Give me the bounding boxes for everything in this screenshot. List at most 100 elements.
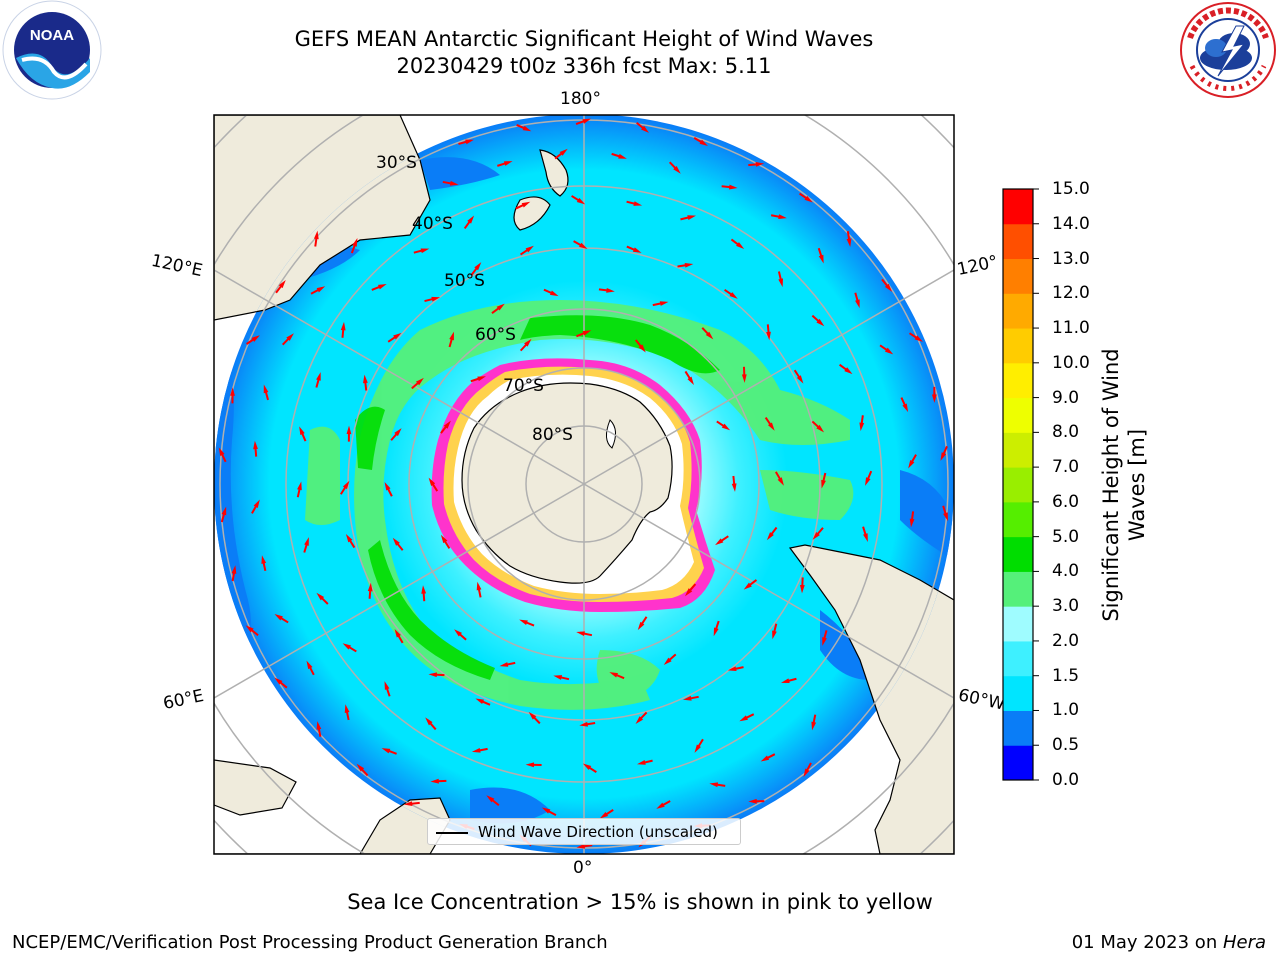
wind-arrow-head — [393, 332, 402, 340]
wind-arrow-head — [415, 377, 424, 386]
wind-arrow-head — [553, 675, 563, 680]
wind-arrow-head — [755, 161, 765, 167]
wind-arrow-head — [731, 483, 737, 492]
lat-label-70s: 70°S — [503, 376, 544, 396]
wind-arrow-head — [471, 747, 481, 753]
wind-arrow-head — [673, 165, 681, 174]
wind-arrow-head — [902, 403, 909, 413]
wind-arrow-head — [286, 333, 294, 341]
wind-arrow-head — [381, 748, 391, 754]
wind-arrow-head — [682, 695, 692, 701]
map-legend: Wind Wave Direction (unscaled) — [427, 818, 741, 845]
wind-arrow-head — [859, 422, 865, 432]
wind-arrow-head — [931, 394, 937, 403]
wind-arrow-head — [816, 424, 825, 433]
wind-arrow-head — [663, 657, 672, 666]
wind-arrow-head — [559, 148, 568, 156]
colorbar-tick-label: 1.5 — [1052, 665, 1080, 686]
nws-logo-icon — [1180, 2, 1276, 98]
wind-arrow-head — [579, 721, 588, 727]
lat-label-50s: 50°S — [444, 271, 485, 291]
wind-arrow-head — [766, 331, 771, 341]
wind-wave-direction-arrows — [218, 118, 948, 849]
wind-arrow-head — [363, 374, 368, 384]
wind-arrow-head — [465, 139, 474, 145]
wind-arrow-head — [449, 180, 459, 186]
wind-arrow-head — [218, 447, 225, 456]
wind-arrow-head — [541, 807, 551, 814]
map-frame — [213, 114, 955, 855]
wind-arrow-head — [705, 331, 714, 340]
wind-arrow-head — [846, 238, 852, 248]
legend-line-icon — [436, 832, 468, 834]
wind-arrow-head — [687, 215, 697, 220]
wind-arrow-head — [449, 331, 454, 341]
wind-arrow-head — [659, 301, 669, 306]
wind-arrow-head — [884, 347, 894, 355]
wind-arrow-head — [428, 672, 437, 678]
lat-label-40s: 40°S — [412, 214, 453, 234]
wind-arrow-head — [299, 426, 305, 436]
wind-arrow-head — [576, 843, 586, 849]
wind-arrow-head — [760, 755, 770, 762]
chart-title: GEFS MEAN Antarctic Significant Height o… — [294, 27, 874, 51]
wind-arrow-head — [313, 230, 319, 240]
wind-arrow-head — [772, 630, 777, 640]
wind-arrow-head — [316, 372, 321, 381]
wind-arrow-head — [641, 125, 650, 133]
wind-arrow-head — [394, 629, 401, 638]
wind-arrow-head — [306, 660, 313, 670]
footer-date-text: 01 May 2023 on — [1071, 932, 1223, 953]
wind-arrow-head — [316, 721, 322, 730]
wind-arrow-head — [525, 245, 534, 253]
colorbar-tick-label: 13.0 — [1052, 248, 1090, 269]
wind-arrow-head — [766, 532, 774, 541]
wind-arrow-head — [231, 565, 237, 574]
wind-arrow-head — [741, 374, 747, 383]
wind-arrow-head — [855, 299, 860, 309]
wind-arrow-head — [635, 716, 644, 725]
wind-arrow-head — [356, 763, 365, 772]
wind-arrow-head — [632, 247, 642, 253]
wind-arrow-head — [230, 387, 235, 396]
wind-arrow-head — [778, 214, 787, 219]
legend-label: Wind Wave Direction (unscaled) — [478, 823, 718, 841]
wind-arrow-head — [384, 681, 390, 690]
wind-arrow-head — [253, 440, 258, 450]
wind-arrow-head — [503, 161, 513, 166]
wind-arrow-head — [940, 452, 947, 461]
colorbar-tick-label: 1.0 — [1052, 700, 1080, 721]
wind-arrow-head — [736, 242, 745, 250]
wind-arrow-head — [811, 721, 817, 731]
wind-arrow-head — [304, 537, 309, 546]
wind-arrow-head — [245, 625, 254, 633]
wind-arrow-head — [778, 278, 783, 288]
wind-arrow-head — [844, 367, 853, 375]
wave-height-belt — [305, 300, 854, 710]
wind-arrow-head — [821, 479, 826, 489]
wind-arrow-head — [728, 184, 738, 190]
colorbar-tick-label: 6.0 — [1052, 491, 1080, 512]
wind-arrow-head — [694, 744, 701, 753]
colorbar-tick-label: 5.0 — [1052, 526, 1080, 547]
wind-arrow-head — [656, 802, 665, 809]
wind-arrow-head — [780, 678, 790, 684]
footer-date: 01 May 2023 on Hera — [1072, 932, 1266, 953]
wind-arrow-head — [384, 481, 391, 491]
wind-arrow-head — [342, 643, 352, 650]
lon-label-0: 0° — [573, 858, 593, 878]
wind-arrow-head — [251, 335, 260, 342]
wind-arrow-head — [709, 782, 719, 788]
wind-arrow-head — [914, 335, 923, 342]
wind-arrow-head — [278, 280, 286, 289]
wind-arrow-head — [909, 518, 915, 528]
wind-arrow-head — [467, 215, 475, 224]
wind-arrow-head — [342, 480, 350, 490]
wind-arrow-head — [221, 506, 227, 516]
wind-arrow-head — [812, 532, 820, 540]
wind-arrow-head — [637, 621, 645, 631]
wind-arrow-head — [908, 460, 915, 469]
wind-arrow-head — [524, 338, 532, 347]
wind-arrow-head — [637, 760, 646, 765]
wind-arrow-head — [428, 477, 436, 486]
